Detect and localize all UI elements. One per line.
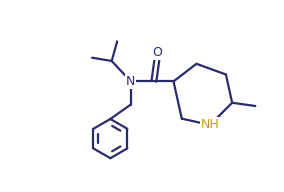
Text: NH: NH bbox=[201, 118, 219, 131]
Text: N: N bbox=[126, 75, 135, 88]
Text: O: O bbox=[152, 46, 162, 59]
